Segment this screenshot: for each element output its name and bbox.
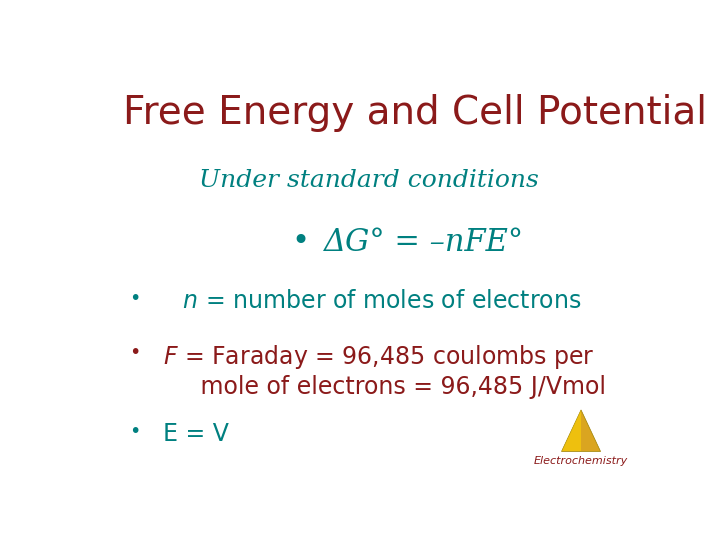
Polygon shape (562, 410, 581, 451)
Text: E = V: E = V (163, 422, 228, 447)
Text: $\mathit{n}$ = number of moles of electrons: $\mathit{n}$ = number of moles of electr… (163, 289, 581, 313)
Text: •: • (129, 343, 140, 362)
Text: Under standard conditions: Under standard conditions (199, 168, 539, 192)
Text: •: • (129, 289, 140, 308)
Text: Free Energy and Cell Potential: Free Energy and Cell Potential (124, 94, 708, 132)
Text: $\mathit{F}$ = Faraday = 96,485 coulombs per
     mole of electrons = 96,485 J/V: $\mathit{F}$ = Faraday = 96,485 coulombs… (163, 343, 606, 399)
Text: ΔG° = –nFE°: ΔG° = –nFE° (324, 227, 524, 258)
Text: •: • (129, 422, 140, 441)
Polygon shape (562, 410, 600, 451)
Text: Electrochemistry: Electrochemistry (534, 456, 628, 466)
Text: •: • (291, 227, 309, 256)
